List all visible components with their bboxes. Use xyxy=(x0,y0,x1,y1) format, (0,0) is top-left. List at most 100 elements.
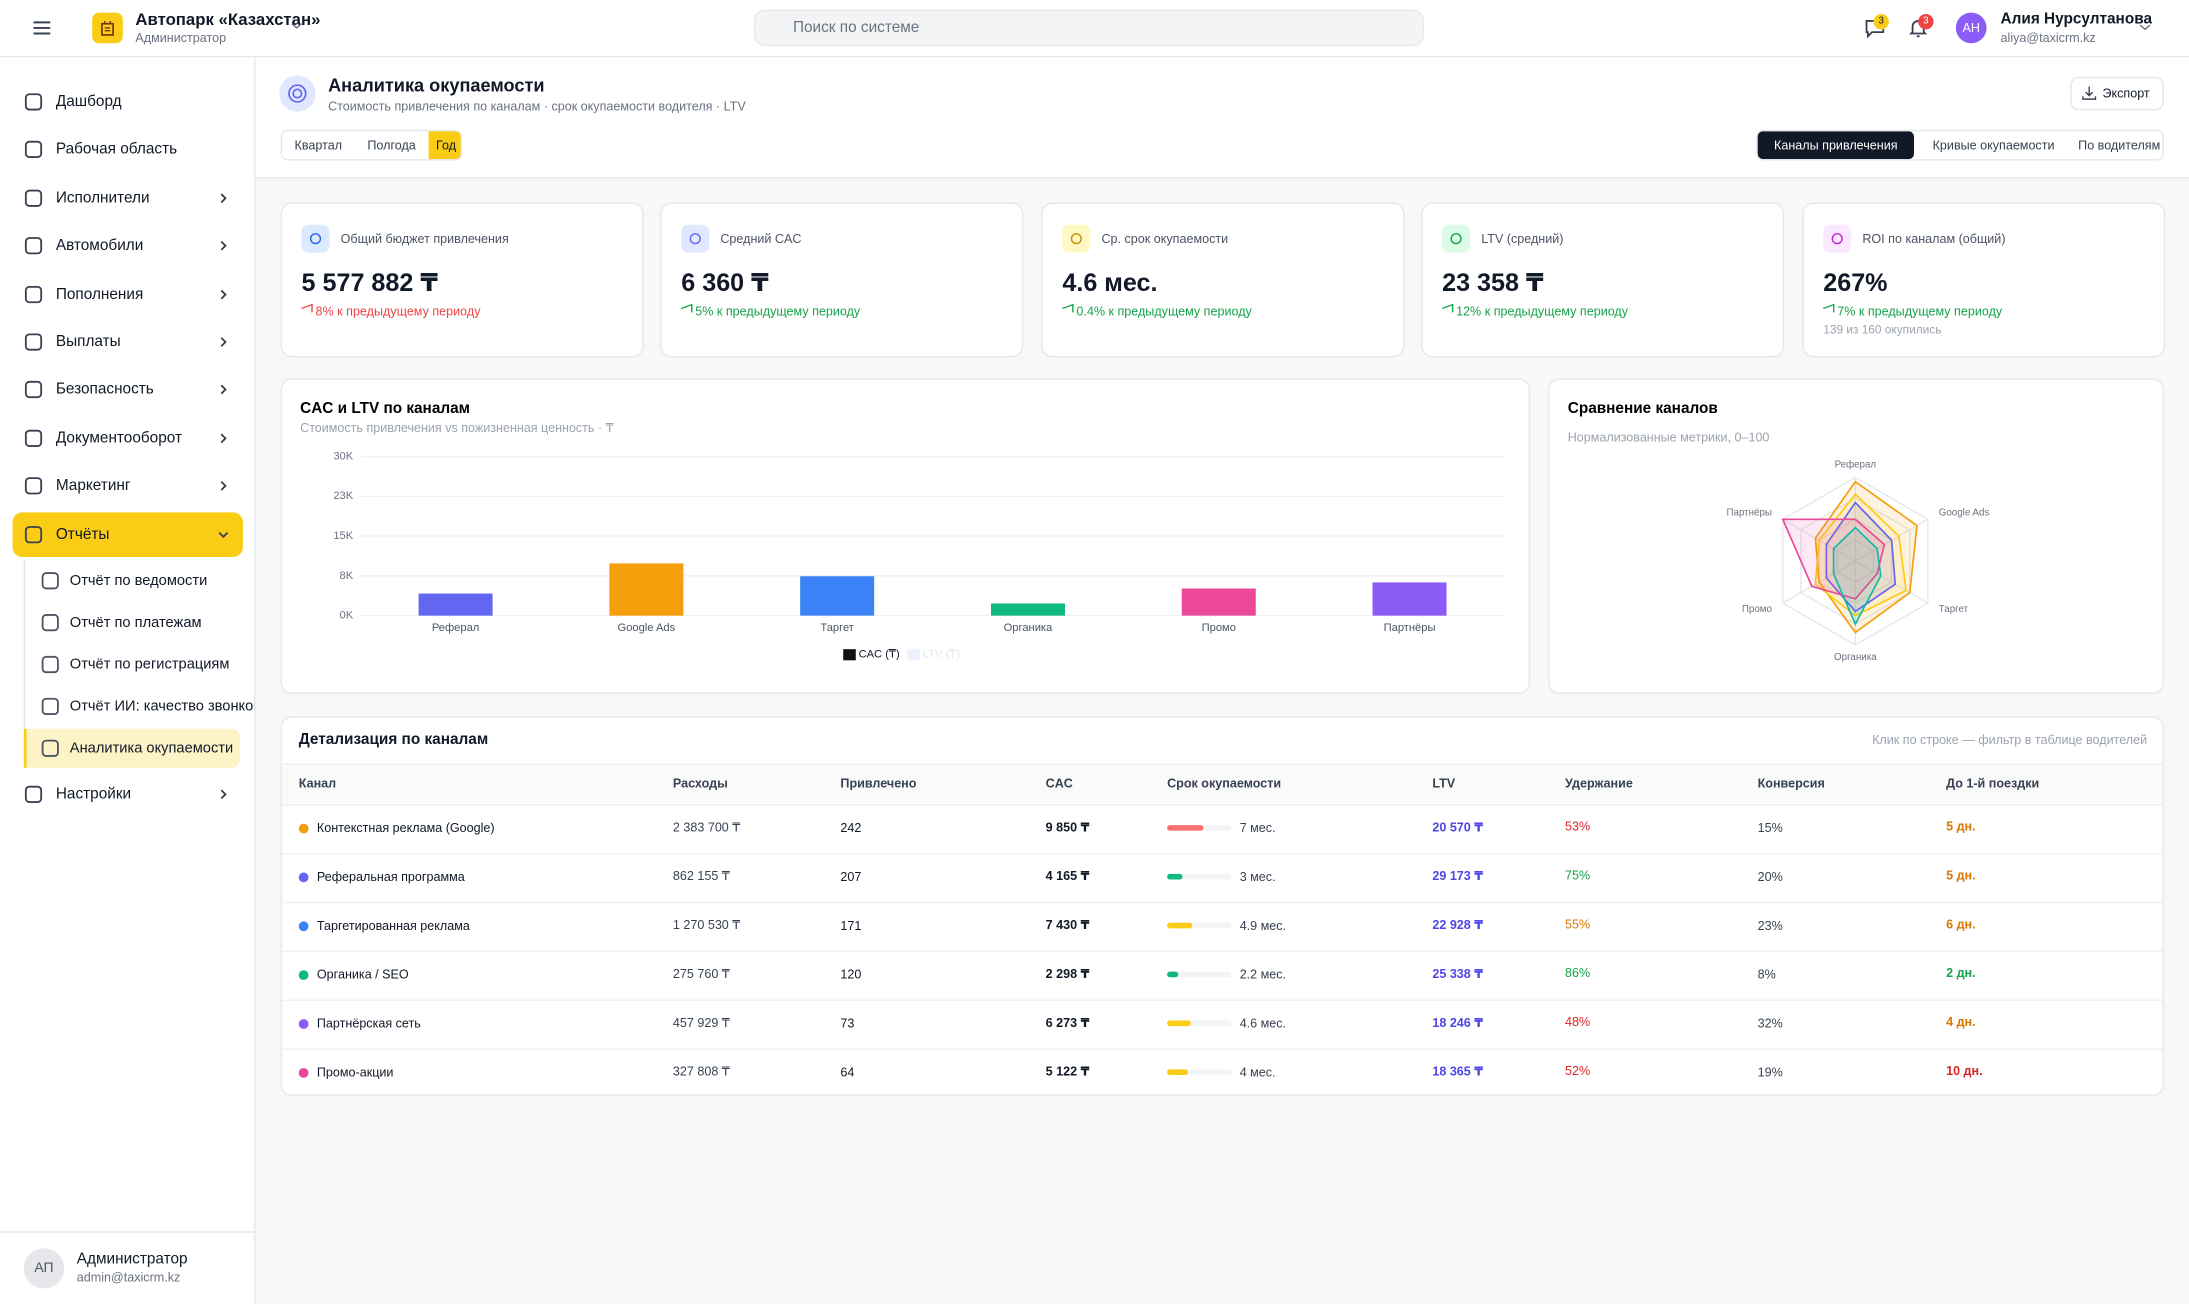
conversion: 20% xyxy=(1757,869,1783,884)
period-switch: Квартал Полгода Год xyxy=(280,129,463,161)
channel-dot xyxy=(298,1018,309,1029)
radar-label: Реферал xyxy=(1835,459,1877,470)
kpi-label: Средний CAC xyxy=(720,231,802,246)
channel[interactable]: Органика / SEO xyxy=(316,967,409,982)
expenses: 862 155 ₸ xyxy=(672,869,730,884)
first-trip: 5 дн. xyxy=(1946,819,1976,834)
view-tab[interactable]: Каналы привлечения xyxy=(1757,131,1914,160)
y-tick-label: 30K xyxy=(333,450,353,462)
chevron[interactable] xyxy=(216,787,230,801)
channel[interactable]: Промо-акции xyxy=(316,1065,394,1080)
column-header[interactable]: До 1-й поездки xyxy=(1946,776,2040,791)
export-button[interactable] xyxy=(2070,76,2164,111)
kpi-value: 267% xyxy=(1823,268,1888,297)
chevron[interactable] xyxy=(216,239,230,253)
radar-series xyxy=(1825,501,1897,613)
nav-item[interactable]: Автомобили xyxy=(55,237,144,255)
menu-button[interactable] xyxy=(32,18,52,38)
icon-shape xyxy=(24,237,43,255)
view-tab[interactable]: Кривые окупаемости xyxy=(1932,138,2055,153)
icon-shape xyxy=(24,141,43,159)
company-role: Администратор xyxy=(135,30,227,45)
chevron-path xyxy=(220,193,227,203)
submenu-item[interactable]: Отчёт ИИ: качество звонков xyxy=(69,698,255,715)
conversion: 19% xyxy=(1757,1065,1783,1080)
chevron-path xyxy=(220,385,227,395)
retention: 48% xyxy=(1564,1014,1591,1029)
column-header[interactable]: Конверсия xyxy=(1757,776,1825,791)
payback-bar xyxy=(1167,971,1179,978)
radar-label: Промо xyxy=(1742,604,1773,615)
column-header[interactable]: Расходы xyxy=(672,776,728,791)
row-divider xyxy=(282,998,2163,1001)
column-header[interactable]: Канал xyxy=(298,776,337,791)
company-name[interactable]: Автопарк «Казахстан» xyxy=(135,9,321,30)
channel[interactable]: Реферальная программа xyxy=(316,869,465,884)
channel[interactable]: Таргетированная реклама xyxy=(316,918,470,933)
nav-item[interactable]: Документооборот xyxy=(55,429,182,447)
icon-shape xyxy=(41,655,59,674)
chevron-path xyxy=(220,789,227,800)
chevron[interactable] xyxy=(216,287,230,301)
submenu-active xyxy=(23,728,241,768)
x-tick-label: Google Ads xyxy=(618,622,676,634)
nav-item[interactable]: Рабочая область xyxy=(55,141,178,159)
period-option[interactable]: Квартал xyxy=(294,138,343,153)
period-option[interactable]: Полгода xyxy=(367,138,416,153)
user-chevron[interactable] xyxy=(2139,21,2152,34)
chevron[interactable] xyxy=(216,527,230,541)
column-header[interactable]: Привлечено xyxy=(840,776,917,791)
column-header[interactable]: Удержание xyxy=(1564,776,1633,791)
chevron[interactable] xyxy=(216,383,230,397)
icon-shape xyxy=(24,525,43,543)
icon-shape xyxy=(24,477,43,495)
search-box[interactable] xyxy=(753,9,1424,47)
column-header[interactable]: Срок окупаемости xyxy=(1167,776,1282,791)
first-trip: 5 дн. xyxy=(1946,868,1976,883)
row-divider xyxy=(282,950,2163,952)
channel[interactable]: Партнёрская сеть xyxy=(316,1016,421,1031)
chevron[interactable] xyxy=(216,191,230,205)
user-name[interactable]: Алия Нурсултанова xyxy=(2000,11,2153,28)
user-avatar[interactable]: АН xyxy=(1955,12,1987,44)
submenu-item[interactable]: Отчёт по регистрациям xyxy=(69,656,230,673)
nav-item[interactable]: Настройки xyxy=(55,785,132,803)
column-header[interactable]: CAC xyxy=(1045,776,1073,791)
kpi-change: 7% к предыдущему периоду xyxy=(1837,304,2003,319)
chevron-path xyxy=(218,531,229,538)
bar xyxy=(1372,582,1447,616)
ltv: 22 928 ₸ xyxy=(1432,917,1484,932)
channel-dot xyxy=(298,822,309,833)
chevron[interactable] xyxy=(216,335,230,349)
nav-item[interactable]: Пополнения xyxy=(55,285,144,303)
nav-item[interactable]: Дашборд xyxy=(55,93,122,111)
chevron[interactable] xyxy=(216,431,230,445)
icon-shape xyxy=(41,614,59,632)
nav-item[interactable]: Отчёты xyxy=(55,525,110,543)
submenu-item[interactable]: Отчёт по платежам xyxy=(69,614,202,632)
nav-item[interactable]: Выплаты xyxy=(55,333,121,351)
x-tick-label: Партнёры xyxy=(1384,622,1436,634)
submenu-item[interactable]: Аналитика окупаемости xyxy=(69,739,234,757)
page-subtitle: Стоимость привлечения по каналам · срок … xyxy=(328,99,746,114)
company-chevron[interactable] xyxy=(290,20,303,33)
ltv: 18 246 ₸ xyxy=(1432,1015,1484,1030)
channel-dot xyxy=(298,920,309,931)
attracted: 64 xyxy=(840,1065,855,1080)
view-tab[interactable]: По водителям xyxy=(2078,138,2161,153)
export-label[interactable]: Экспорт xyxy=(2102,86,2150,101)
column-header[interactable]: LTV xyxy=(1432,776,1456,791)
expenses: 327 808 ₸ xyxy=(672,1064,730,1079)
submenu-item[interactable]: Отчёт по ведомости xyxy=(69,572,208,590)
channel[interactable]: Контекстная реклама (Google) xyxy=(316,820,495,835)
nav-item[interactable]: Маркетинг xyxy=(55,477,131,495)
conversion: 32% xyxy=(1757,1016,1783,1031)
kpi-icon-dot xyxy=(1831,233,1843,245)
chevron[interactable] xyxy=(216,479,230,493)
period-option[interactable]: Год xyxy=(428,131,461,160)
nav-item[interactable]: Безопасность xyxy=(55,381,154,399)
nav-item[interactable]: Исполнители xyxy=(55,189,150,207)
cac: 6 273 ₸ xyxy=(1045,1015,1090,1030)
payback-label: 2.2 мес. xyxy=(1239,967,1287,982)
